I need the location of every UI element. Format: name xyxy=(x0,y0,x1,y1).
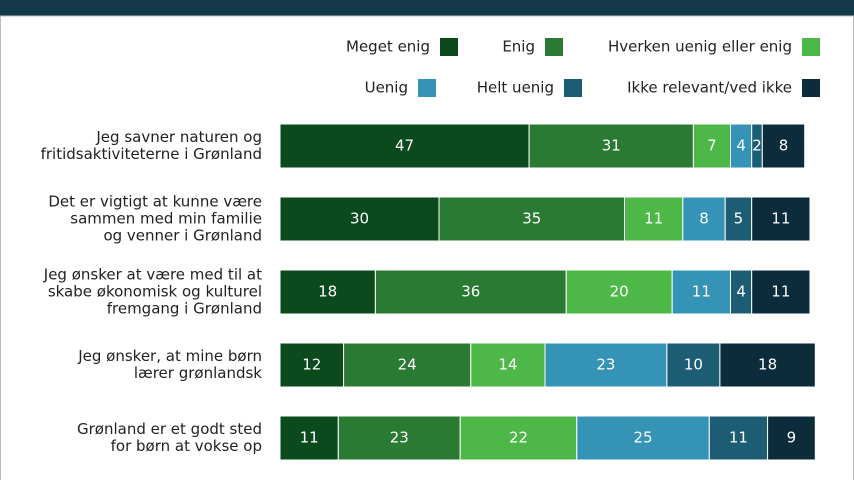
bar-segment xyxy=(343,342,472,388)
value-label: 11 xyxy=(644,210,663,228)
legend-label: Helt uenig xyxy=(477,79,554,97)
value-label: 9 xyxy=(787,429,797,447)
value-label: 47 xyxy=(395,137,414,155)
value-label: 35 xyxy=(522,210,541,228)
bar-segment xyxy=(692,123,732,169)
value-label: 18 xyxy=(318,283,337,301)
value-label: 4 xyxy=(736,283,746,301)
legend-swatch xyxy=(440,38,458,56)
bar-segment xyxy=(544,342,668,388)
category-label: lærer grønlandsk xyxy=(134,364,262,382)
bar-segment xyxy=(751,269,811,315)
bar-segment xyxy=(719,342,816,388)
bar-segment xyxy=(374,269,567,315)
value-label: 11 xyxy=(771,283,790,301)
category-label: skabe økonomisk og kulturel xyxy=(48,283,262,301)
bar-segment xyxy=(751,196,811,242)
value-label: 36 xyxy=(461,283,480,301)
category-label: Grønland er et godt sted xyxy=(77,420,262,438)
legend-swatch xyxy=(802,79,820,97)
value-label: 7 xyxy=(707,137,717,155)
value-label: 11 xyxy=(771,210,790,228)
value-label: 11 xyxy=(692,283,711,301)
value-label: 23 xyxy=(390,429,409,447)
value-label: 8 xyxy=(779,137,789,155)
value-label: 8 xyxy=(699,210,709,228)
bar-segment xyxy=(337,415,461,461)
legend-swatch xyxy=(418,79,436,97)
category-label: for børn at vokse op xyxy=(111,437,262,455)
bar-segment xyxy=(666,342,721,388)
bar-segment xyxy=(724,196,753,242)
value-label: 4 xyxy=(736,137,746,155)
legend-label: Uenig xyxy=(365,79,408,97)
bar-segment xyxy=(279,342,345,388)
value-label: 2 xyxy=(752,137,762,155)
bar-segment xyxy=(438,196,625,242)
category-label: Jeg savner naturen og xyxy=(95,128,262,146)
value-label: 30 xyxy=(350,210,369,228)
category-label: Det er vigtigt at kunne være xyxy=(48,193,262,211)
category-label: fritidsaktiviteterne i Grønland xyxy=(41,145,262,163)
value-label: 20 xyxy=(610,283,629,301)
bar-segment xyxy=(279,269,376,315)
bar-segment xyxy=(565,269,673,315)
bar-segment xyxy=(470,342,546,388)
value-label: 31 xyxy=(602,137,621,155)
bar-segment xyxy=(279,196,440,242)
value-label: 5 xyxy=(734,210,744,228)
legend-label: Meget enig xyxy=(346,38,430,56)
bar-segment xyxy=(528,123,694,169)
value-label: 11 xyxy=(300,429,319,447)
legend-label: Enig xyxy=(502,38,535,56)
bar-segment xyxy=(682,196,726,242)
category-label: Jeg ønsker, at mine børn xyxy=(77,347,262,365)
value-label: 24 xyxy=(398,356,417,374)
legend-label: Ikke relevant/ved ikke xyxy=(627,79,792,97)
value-label: 11 xyxy=(729,429,748,447)
legend-label: Hverken uenig eller enig xyxy=(608,38,792,56)
category-label: fremgang i Grønland xyxy=(107,300,262,318)
value-label: 14 xyxy=(498,356,517,374)
bar-segment xyxy=(671,269,732,315)
bar-segment xyxy=(576,415,710,461)
bar-segment xyxy=(624,196,684,242)
value-label: 12 xyxy=(302,356,321,374)
value-label: 10 xyxy=(684,356,703,374)
legend-swatch xyxy=(564,79,582,97)
header-band xyxy=(0,0,854,16)
category-label: sammen med min familie xyxy=(70,210,262,228)
bar-segment xyxy=(767,415,816,461)
bar-segment xyxy=(708,415,769,461)
category-label: Jeg ønsker at være med til at xyxy=(43,266,262,284)
value-label: 18 xyxy=(758,356,777,374)
value-label: 25 xyxy=(634,429,653,447)
category-label: og venner i Grønland xyxy=(103,227,262,245)
legend-swatch xyxy=(802,38,820,56)
bar-segment xyxy=(761,123,806,169)
value-label: 23 xyxy=(596,356,615,374)
legend-swatch xyxy=(545,38,563,56)
value-label: 22 xyxy=(509,429,528,447)
